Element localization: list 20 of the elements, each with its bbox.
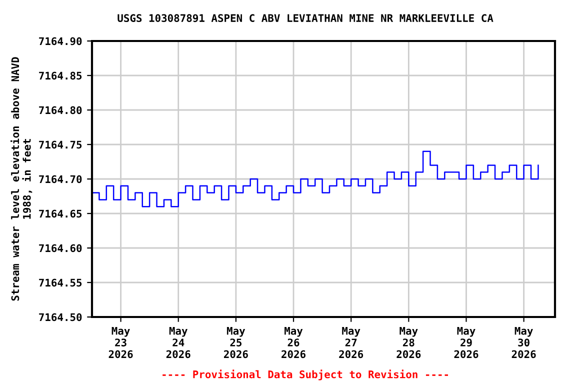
- x-tick-label: May 29 2026: [454, 327, 478, 358]
- y-tick-label: 7164.85: [39, 72, 82, 80]
- x-tick-label: May 25 2026: [224, 327, 248, 358]
- y-tick-label: 7164.65: [39, 210, 82, 218]
- y-tick-label: 7164.90: [39, 37, 82, 46]
- y-tick-label: 7164.70: [39, 175, 82, 184]
- x-tick-label: May 28 2026: [396, 327, 421, 358]
- chart-title: USGS 103087891 ASPEN C ABV LEVIATHAN MINE NR MARKLEEVILLE CA: [118, 14, 494, 22]
- x-tick-label: May 23 2026: [108, 327, 133, 358]
- y-axis-title: Stream water level elevation above NAVD 1988, in feet: [10, 57, 32, 301]
- y-tick-label: 7164.75: [39, 140, 82, 149]
- x-tick-label: May 26 2026: [282, 327, 306, 358]
- y-tick-label: 7164.60: [39, 244, 82, 252]
- text: ---- Provisional Data Subject to Revision ----: [162, 370, 448, 380]
- x-tick-label: May 24 2026: [166, 327, 190, 358]
- x-tick-label: May 30 2026: [512, 327, 536, 358]
- y-tick-label: 7164.50: [39, 313, 82, 322]
- y-tick-label: 7164.80: [39, 106, 82, 114]
- x-tick-label: May 27 2026: [339, 327, 364, 358]
- y-tick-label: 7164.55: [39, 278, 82, 287]
